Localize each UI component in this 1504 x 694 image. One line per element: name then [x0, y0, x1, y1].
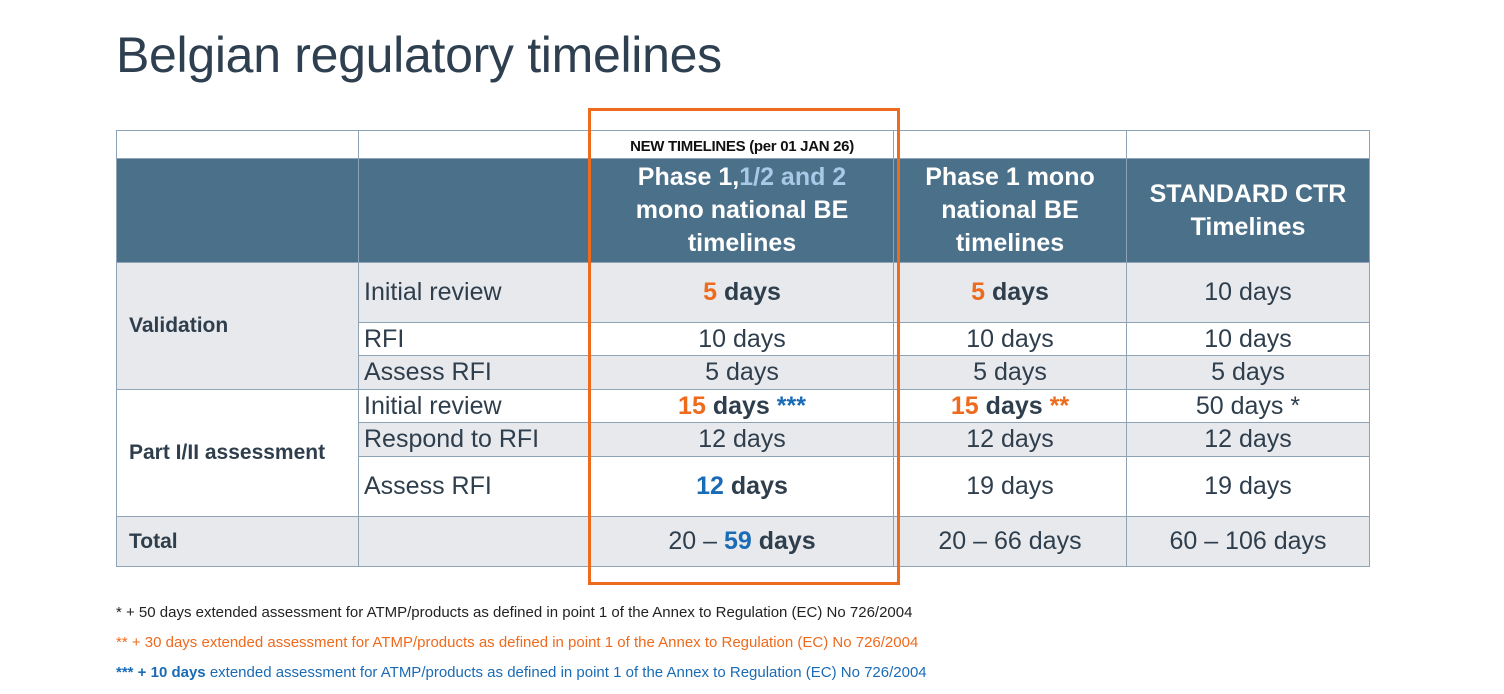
empty-cell — [116, 130, 359, 159]
header-row: Phase 1,1/2 and 2 mono national BE timeli… — [116, 158, 1370, 263]
header-cell: STANDARD CTR Timelines — [1126, 158, 1370, 263]
empty-cell — [358, 130, 591, 159]
footnote: *** + 10 days extended assessment for AT… — [116, 664, 927, 681]
group-label: Part I/II assessment — [116, 389, 359, 517]
row: Part I/II assessment Initial review 15 d… — [116, 389, 1370, 517]
row-label: Assess RFI — [358, 456, 591, 517]
cell-part: days — [758, 527, 816, 555]
header-text: mono national BE timelines — [635, 196, 849, 257]
empty-cell — [1126, 130, 1370, 159]
cell-part: 12 — [696, 472, 724, 500]
header-cell: Phase 1,1/2 and 2 mono national BE timeli… — [590, 158, 894, 263]
cell: 5 days — [893, 262, 1127, 323]
empty-cell — [893, 130, 1127, 159]
cell: 12 days — [893, 422, 1127, 457]
cell-part: *** — [776, 391, 806, 420]
cell: 12 days — [1126, 422, 1370, 457]
cell: 20 – 59 days — [590, 516, 894, 567]
cell-part: days — [985, 391, 1043, 420]
cell-part: days — [730, 472, 788, 500]
cell: 15 days ** — [893, 389, 1127, 423]
cell: 15 days *** — [590, 389, 894, 423]
empty-header — [116, 158, 359, 263]
total-label: Total — [116, 516, 359, 567]
cell-part: 15 — [950, 391, 979, 420]
footnote: * + 50 days extended assessment for ATMP… — [116, 604, 913, 621]
empty-cell — [358, 516, 591, 567]
cell: 5 days — [590, 355, 894, 390]
page-title: Belgian regulatory timelines — [116, 27, 722, 83]
cell: 19 days — [1126, 456, 1370, 517]
header-text: Phase 1, — [637, 163, 740, 191]
footnote: ** + 30 days extended assessment for ATM… — [116, 634, 919, 651]
cell-part: 5 — [971, 278, 985, 306]
cell: 5 days — [590, 262, 894, 323]
row-label: Initial review — [358, 389, 591, 423]
timeline-table: NEW TIMELINES (per 01 JAN 26) Phase 1,1/… — [116, 130, 1370, 567]
cell: 10 days — [893, 322, 1127, 356]
cell: 60 – 106 days — [1126, 516, 1370, 567]
footnote-part: extended assessment for ATMP/products as… — [209, 664, 927, 681]
new-timelines-note: NEW TIMELINES (per 01 JAN 26) — [590, 130, 894, 159]
row-label: Respond to RFI — [358, 422, 591, 457]
row-label: Initial review — [358, 262, 591, 323]
cell-part: 20 – — [668, 527, 717, 555]
cell: 19 days — [893, 456, 1127, 517]
total-row: Total 20 – 59 days 20 – 66 days 60 – 106… — [116, 516, 1370, 567]
empty-header — [358, 158, 591, 263]
highlight-frame — [588, 108, 900, 585]
row-label: RFI — [358, 322, 591, 356]
cell: 20 – 66 days — [893, 516, 1127, 567]
cell-part: days — [991, 278, 1049, 306]
header-cell: Phase 1 mono national BE timelines — [893, 158, 1127, 263]
footnote-part: *** + 10 days — [116, 664, 206, 681]
cell: 5 days — [1126, 355, 1370, 390]
row: Validation Initial review 5 days 5 days … — [116, 262, 1370, 390]
cell: 50 days * — [1126, 389, 1370, 423]
cell-part: ** — [1049, 391, 1070, 420]
cell: 10 days — [1126, 322, 1370, 356]
row-label: Assess RFI — [358, 355, 591, 390]
cell-part: 59 — [723, 527, 752, 555]
cell-part: 15 — [678, 391, 706, 420]
cell: 5 days — [893, 355, 1127, 390]
header-text: 1/2 and 2 — [739, 163, 847, 191]
cell-part: days — [723, 278, 781, 306]
cell: 10 days — [590, 322, 894, 356]
cell-part: 5 — [703, 278, 717, 306]
cell: 10 days — [1126, 262, 1370, 323]
row: Respond to RFI 12 days 12 days 12 days — [116, 422, 1370, 457]
group-label: Validation — [116, 262, 359, 390]
cell-part: days — [712, 391, 770, 420]
